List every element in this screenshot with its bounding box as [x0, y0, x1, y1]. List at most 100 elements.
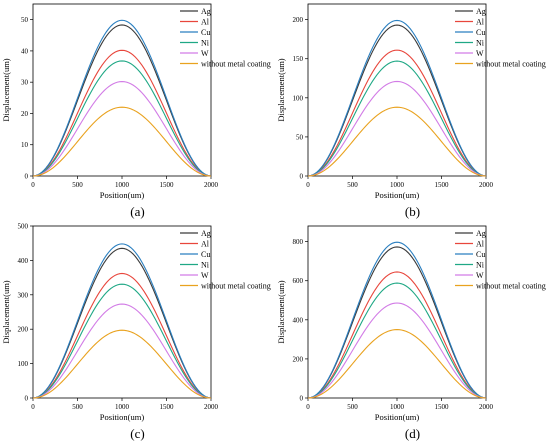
series-line-al [32, 272, 212, 399]
x-tick-label: 0 [306, 181, 310, 189]
y-axis-title: Displacement(um) [1, 58, 11, 121]
legend-label: Cu [476, 28, 485, 37]
y-tick-label: 500 [18, 223, 29, 231]
y-tick-label: 0 [25, 395, 29, 403]
x-tick-label: 0 [306, 403, 310, 411]
series-line-without-metal-coating [307, 329, 487, 399]
legend-label: Ag [201, 229, 211, 238]
series-line-cu [32, 19, 212, 177]
series-line-cu [32, 243, 212, 399]
x-axis-title: Position(um) [375, 190, 420, 200]
legend-label: Cu [201, 28, 210, 37]
legend-label: W [476, 271, 484, 280]
y-tick-label: 400 [18, 257, 29, 265]
legend-label: Ni [201, 261, 210, 270]
legend-label: W [201, 271, 209, 280]
legend-label: Al [476, 18, 485, 27]
legend-label: without metal coating [201, 282, 271, 291]
x-tick-label: 1500 [160, 403, 175, 411]
series-line-ni [307, 60, 487, 177]
x-tick-label: 1000 [115, 181, 130, 189]
series-line-cu [307, 241, 487, 399]
x-axis-title: Position(um) [375, 412, 420, 422]
y-tick-label: 50 [296, 133, 304, 141]
panel-d: 0 500 1000 1500 2000 0 200 400 600 800 Position(um… [275, 222, 550, 444]
panel-label-c: (c) [130, 426, 145, 441]
x-tick-label: 2000 [479, 403, 494, 411]
y-tick-label: 150 [293, 55, 304, 63]
chart-d: 0 500 1000 1500 2000 0 200 400 600 800 Position(um… [276, 225, 546, 422]
panel-a: 0 500 1000 1500 2000 0 10 20 30 40 50 Position(um) D… [0, 0, 275, 222]
y-tick-label: 300 [18, 291, 29, 299]
series-line-ni [307, 282, 487, 399]
y-tick-label: 50 [21, 16, 29, 24]
x-tick-label: 1000 [390, 403, 405, 411]
series-line-al [307, 271, 487, 399]
legend-label: Ni [476, 261, 485, 270]
y-tick-label: 600 [293, 277, 304, 285]
x-axis-title: Position(um) [100, 190, 145, 200]
x-tick-label: 2000 [204, 403, 219, 411]
y-tick-label: 0 [25, 173, 29, 181]
series-line-w [32, 303, 212, 399]
panel-label-d: (d) [404, 426, 421, 441]
legend-label: Cu [201, 250, 210, 259]
series-line-w [32, 81, 212, 177]
legend-label: Al [201, 18, 210, 27]
x-tick-label: 1500 [435, 181, 450, 189]
legend-label: without metal coating [201, 60, 271, 69]
legend-label: W [476, 49, 484, 58]
y-tick-label: 200 [293, 16, 304, 24]
series-line-w [307, 80, 487, 177]
legend-label: Ag [476, 7, 486, 16]
x-tick-label: 500 [347, 181, 358, 189]
series-line-ni [32, 283, 212, 399]
y-tick-label: 20 [21, 110, 29, 118]
series-line-al [32, 49, 212, 177]
series-line-ag [32, 24, 212, 177]
panel-b: 0 500 1000 1500 2000 0 50 100 150 200 Position(um)… [275, 0, 550, 222]
x-tick-label: 500 [72, 181, 83, 189]
series-line-cu [307, 19, 487, 177]
x-tick-label: 1000 [115, 403, 130, 411]
x-tick-label: 0 [31, 181, 35, 189]
x-tick-label: 2000 [204, 181, 219, 189]
y-axis-title: Displacement(um) [1, 280, 11, 343]
series-line-al [307, 49, 487, 177]
legend-label: Al [476, 240, 485, 249]
legend-label: without metal coating [476, 282, 546, 291]
chart-c: 0 500 1000 1500 2000 0 100 200 300 400 500 Position… [1, 223, 271, 423]
y-tick-label: 10 [21, 141, 29, 149]
panel-label-b: (b) [404, 204, 421, 219]
x-tick-label: 0 [31, 403, 35, 411]
x-tick-label: 1500 [435, 403, 450, 411]
y-tick-label: 0 [300, 395, 304, 403]
legend-label: Ag [201, 7, 211, 16]
chart-a: 0 500 1000 1500 2000 0 10 20 30 40 50 Position(um) D… [1, 3, 271, 200]
panel-c: 0 500 1000 1500 2000 0 100 200 300 400 500 Position… [0, 222, 275, 444]
panel-label-a: (a) [130, 204, 145, 219]
legend-label: without metal coating [476, 60, 546, 69]
series-line-w [307, 302, 487, 399]
legend-label: Cu [476, 250, 485, 259]
y-tick-label: 200 [293, 355, 304, 363]
series-line-without-metal-coating [32, 329, 212, 399]
y-tick-label: 0 [300, 173, 304, 181]
y-tick-label: 30 [21, 79, 29, 87]
series-line-without-metal-coating [307, 106, 487, 177]
legend-label: W [201, 49, 209, 58]
y-tick-label: 40 [21, 47, 29, 55]
y-axis-title: Displacement(um) [276, 280, 286, 343]
legend-label: Ni [201, 39, 210, 48]
y-tick-label: 800 [293, 238, 304, 246]
x-tick-label: 500 [72, 403, 83, 411]
series-line-without-metal-coating [32, 106, 212, 177]
series-line-ag [307, 24, 487, 177]
x-tick-label: 500 [347, 403, 358, 411]
legend-label: Ag [476, 229, 486, 238]
y-tick-label: 100 [293, 94, 304, 102]
series-line-ni [32, 60, 212, 177]
chart-b: 0 500 1000 1500 2000 0 50 100 150 200 Position(um)… [276, 3, 546, 200]
x-tick-label: 1500 [160, 181, 175, 189]
x-axis-title: Position(um) [100, 412, 145, 422]
